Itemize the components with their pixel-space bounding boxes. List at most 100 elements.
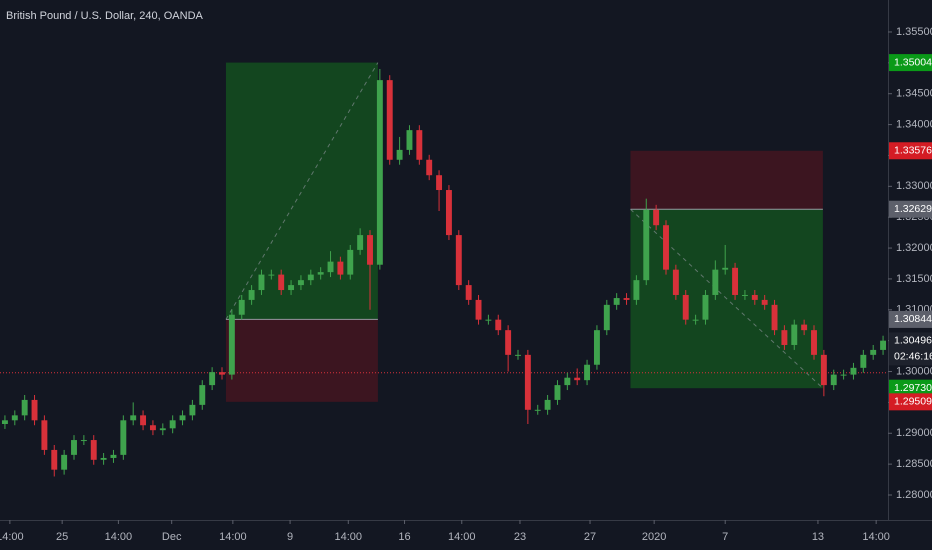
candle-body <box>337 261 344 275</box>
candle-body <box>327 261 334 273</box>
candle-body <box>870 349 877 355</box>
candle-body <box>406 130 413 150</box>
price-tag <box>889 379 932 397</box>
y-tick-label: 1.33000 <box>896 180 932 192</box>
price-tag-label: 1.29730 <box>894 382 932 394</box>
candle-body <box>110 454 117 458</box>
candle-body <box>130 415 137 421</box>
x-tick-label: Dec <box>162 531 182 543</box>
candle-body <box>376 80 383 265</box>
candle-body <box>653 209 660 226</box>
candle-body <box>189 404 196 416</box>
candle-body <box>801 324 808 331</box>
candle-body <box>515 354 521 356</box>
position-path <box>225 62 379 320</box>
candle-body <box>850 367 857 375</box>
candle-body <box>140 415 147 426</box>
y-tick-label: 1.35500 <box>896 26 932 38</box>
x-tick-label: 23 <box>514 531 526 543</box>
candle-body <box>860 354 867 368</box>
candle-body <box>307 274 314 281</box>
candle-body <box>495 319 502 331</box>
candle-body <box>475 299 482 320</box>
candle-body <box>416 130 423 160</box>
candle-body <box>692 319 699 321</box>
position-stop-zone <box>225 319 378 402</box>
candle-body <box>317 272 324 275</box>
candle-body <box>593 330 600 365</box>
candle-body <box>771 304 778 331</box>
price-tag <box>889 54 932 72</box>
positions-layer <box>0 62 888 402</box>
x-tick-label: 7 <box>722 531 728 543</box>
candle-body <box>445 190 452 236</box>
candle-body <box>663 225 669 270</box>
candle-body <box>228 314 235 375</box>
price-tag-label: 1.35004 <box>894 56 932 68</box>
candle-body <box>436 175 443 191</box>
candle-body <box>100 457 107 460</box>
candle-body <box>71 440 77 455</box>
y-tick-label: 1.34500 <box>896 88 932 100</box>
candle-body <box>248 290 255 300</box>
price-tag-label: 1.32629 <box>894 203 932 215</box>
candle-body <box>554 385 561 400</box>
candle-body <box>288 285 295 291</box>
candle-body <box>347 249 354 275</box>
x-tick-label: 14:00 <box>219 531 247 543</box>
y-tick-label: 1.34000 <box>896 118 932 130</box>
candle-body <box>811 330 817 355</box>
candle-body <box>584 364 591 381</box>
x-tick-label: 27 <box>584 531 596 543</box>
candle-body <box>702 294 709 320</box>
candle-body <box>90 440 97 460</box>
x-tick-label: 25 <box>56 531 68 543</box>
candle-body <box>751 294 758 300</box>
candle-body <box>396 149 403 160</box>
candle-body <box>712 269 719 295</box>
y-tick-label: 1.30000 <box>896 365 932 377</box>
candle-body <box>278 274 285 291</box>
candle-body <box>149 425 156 431</box>
candle-body <box>633 280 640 300</box>
candle-body <box>732 267 739 295</box>
candle-body <box>613 298 620 305</box>
position-stop-zone <box>630 150 823 210</box>
candle-body <box>219 372 225 375</box>
candle-body <box>544 399 551 410</box>
candle-body <box>268 274 275 276</box>
candle-body <box>564 377 571 386</box>
price-tag-label: 1.30496 <box>894 335 932 347</box>
candle-body <box>367 235 373 265</box>
candle-body <box>209 372 216 386</box>
position-path <box>630 208 824 389</box>
candle-body <box>61 454 68 470</box>
candle-body <box>791 324 798 345</box>
candle-body <box>840 374 847 376</box>
candle-body <box>761 299 768 305</box>
x-tick-label: 2020 <box>642 531 666 543</box>
candle-body <box>357 235 364 250</box>
candle-body <box>505 330 512 355</box>
y-tick-label: 1.28000 <box>896 489 932 501</box>
candle-body <box>1 420 8 425</box>
candle-body <box>672 269 679 295</box>
candle-body <box>643 209 650 281</box>
candle-body <box>238 299 245 315</box>
candle-body <box>485 319 492 321</box>
chart-title: British Pound / U.S. Dollar, 240, OANDA <box>6 10 204 22</box>
candle-body <box>603 304 610 331</box>
x-tick-label: 13 <box>812 531 824 543</box>
x-tick-label: 9 <box>287 531 293 543</box>
candle-body <box>199 385 206 405</box>
candle-body <box>781 330 788 345</box>
candle-body <box>41 420 48 450</box>
x-tick-label: 14:00 <box>448 531 476 543</box>
price-tag <box>889 142 932 160</box>
price-tag <box>889 200 932 218</box>
countdown: 02:46:16 <box>894 351 932 363</box>
candle-body <box>455 235 462 286</box>
